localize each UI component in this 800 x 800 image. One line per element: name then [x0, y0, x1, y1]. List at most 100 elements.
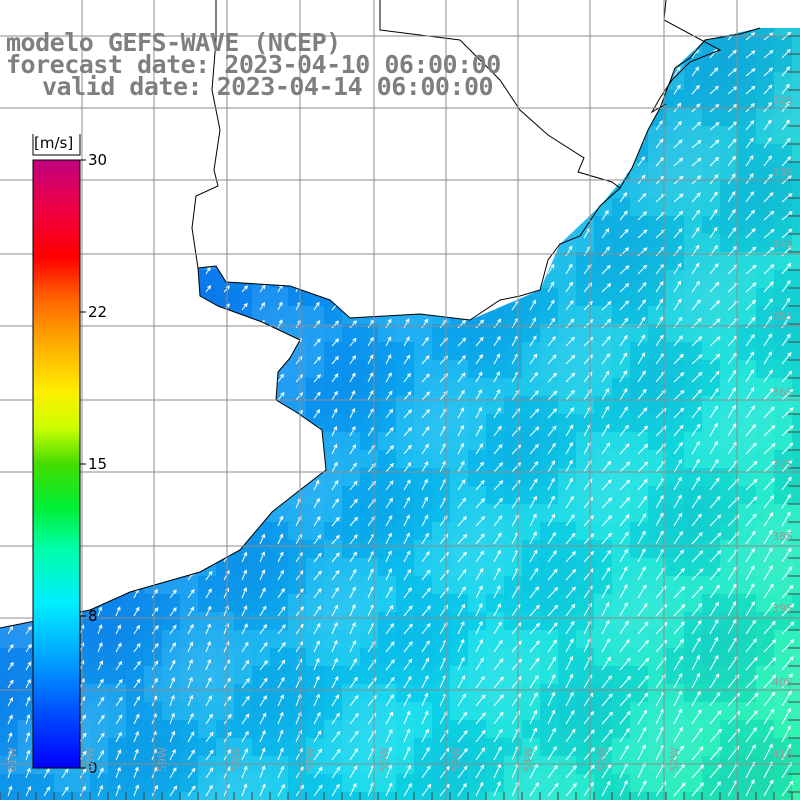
- field-cell: [144, 360, 162, 378]
- field-cell: [504, 144, 522, 162]
- field-cell: [594, 90, 612, 108]
- wind-arrow: [277, 427, 285, 437]
- field-cell: [720, 252, 738, 270]
- field-cell: [756, 594, 774, 612]
- field-cell: [648, 162, 666, 180]
- field-cell: [738, 666, 756, 684]
- field-cell: [342, 306, 360, 324]
- field-cell: [234, 342, 252, 360]
- wind-arrow: [439, 141, 448, 149]
- field-cell: [450, 126, 468, 144]
- wind-arrow: [241, 427, 248, 437]
- field-cell: [576, 126, 594, 144]
- field-cell: [0, 144, 18, 162]
- field-cell: [414, 198, 432, 216]
- wind-arrow: [97, 212, 102, 221]
- field-cell: [684, 378, 702, 396]
- field-cell: [126, 486, 144, 504]
- wind-arrow: [241, 481, 249, 491]
- field-cell: [162, 180, 180, 198]
- field-cell: [756, 720, 774, 738]
- field-cell: [270, 198, 288, 216]
- field-cell: [702, 72, 720, 90]
- wind-arrow: [241, 463, 249, 473]
- field-cell: [540, 774, 558, 792]
- field-cell: [252, 540, 270, 558]
- wind-arrow: [709, 191, 718, 203]
- field-cell: [198, 450, 216, 468]
- wind-arrow: [241, 373, 247, 383]
- lat-label-32s: 32S: [772, 94, 793, 107]
- field-cell: [486, 198, 504, 216]
- field-cell: [108, 738, 126, 756]
- field-cell: [450, 648, 468, 666]
- wind-arrow: [133, 105, 139, 113]
- wind-arrow: [619, 247, 630, 257]
- wind-arrow: [547, 49, 554, 59]
- field-cell: [18, 792, 36, 800]
- wind-arrow: [565, 122, 574, 131]
- wind-arrow: [673, 120, 682, 131]
- field-cell: [792, 396, 800, 414]
- wind-arrow: [763, 192, 774, 203]
- field-cell: [144, 720, 162, 738]
- field-cell: [522, 522, 540, 540]
- wind-arrow: [7, 518, 12, 527]
- field-cell: [468, 180, 486, 198]
- wind-arrow: [781, 119, 790, 131]
- field-cell: [666, 684, 684, 702]
- wind-arrow: [457, 283, 466, 293]
- field-cell: [342, 198, 360, 216]
- field-cell: [180, 162, 198, 180]
- field-cell: [324, 234, 342, 252]
- wind-arrow: [133, 446, 140, 455]
- wind-arrow: [277, 159, 283, 167]
- field-cell: [234, 180, 252, 198]
- field-cell: [486, 702, 504, 720]
- field-cell: [576, 792, 594, 800]
- field-cell: [270, 306, 288, 324]
- field-cell: [630, 28, 648, 36]
- field-cell: [0, 594, 18, 612]
- wind-arrow: [115, 570, 121, 581]
- wind-arrow: [205, 535, 213, 545]
- field-cell: [252, 756, 270, 774]
- field-cell: [270, 360, 288, 378]
- wind-arrow: [187, 177, 194, 185]
- wind-arrow: [403, 300, 410, 311]
- field-cell: [540, 558, 558, 576]
- field-cell: [18, 774, 36, 792]
- colorbar-unit: [m/s]: [34, 134, 74, 152]
- wind-arrow: [205, 481, 212, 491]
- field-cell: [486, 540, 504, 558]
- field-cell: [576, 90, 594, 108]
- field-cell: [216, 378, 234, 396]
- field-cell: [486, 180, 504, 198]
- field-cell: [630, 288, 648, 306]
- field-cell: [666, 126, 684, 144]
- wind-arrow: [43, 105, 48, 113]
- field-cell: [684, 684, 702, 702]
- wind-arrow: [601, 209, 609, 221]
- field-cell: [720, 126, 738, 144]
- wind-arrow: [259, 267, 266, 275]
- field-cell: [720, 72, 738, 90]
- wind-arrow: [475, 228, 483, 239]
- wind-arrow: [187, 374, 194, 383]
- wind-arrow: [7, 447, 13, 455]
- wind-arrow: [7, 356, 12, 365]
- wind-arrow: [385, 301, 392, 311]
- field-cell: [630, 54, 648, 72]
- field-cell: [234, 288, 252, 306]
- field-cell: [684, 720, 702, 738]
- field-cell: [738, 720, 756, 738]
- field-cell: [504, 72, 522, 90]
- wind-arrow: [367, 266, 376, 275]
- field-cell: [414, 378, 432, 396]
- wind-arrow: [619, 32, 628, 41]
- field-cell: [684, 450, 702, 468]
- wind-arrow: [403, 122, 409, 131]
- field-cell: [144, 540, 162, 558]
- field-cell: [0, 342, 18, 360]
- wind-arrow: [169, 320, 175, 329]
